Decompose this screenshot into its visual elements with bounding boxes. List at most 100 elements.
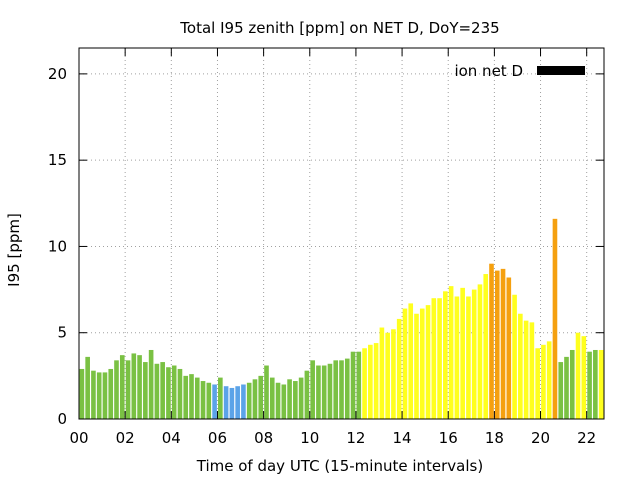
bar (171, 365, 177, 419)
bar (281, 384, 287, 419)
bar (235, 386, 240, 419)
bar (368, 344, 373, 419)
bar (564, 356, 569, 419)
bar (166, 367, 171, 419)
bar (316, 365, 321, 419)
bar (541, 344, 546, 419)
bar (431, 298, 437, 419)
x-tick-label: 02 (116, 429, 135, 447)
bar (218, 377, 223, 419)
bar (575, 332, 581, 419)
bar (154, 363, 160, 419)
bar (275, 382, 281, 419)
x-tick-label: 04 (162, 429, 181, 447)
bar (258, 375, 264, 419)
bar (85, 356, 90, 419)
bar (137, 355, 142, 419)
bar (396, 318, 402, 419)
bar (529, 322, 535, 419)
x-tick-label: 00 (69, 429, 88, 447)
bar (448, 286, 454, 419)
bar (339, 360, 344, 419)
bar (252, 379, 258, 419)
bar (569, 349, 575, 419)
bar (189, 374, 194, 419)
x-tick-label: 06 (208, 429, 227, 447)
bar (437, 298, 442, 419)
bar (102, 372, 108, 419)
bar (79, 368, 85, 419)
bar (471, 289, 477, 419)
bar (523, 320, 529, 419)
bar (466, 296, 471, 419)
bar (379, 327, 385, 419)
bar (500, 268, 506, 419)
bar (558, 362, 564, 419)
bar (518, 313, 523, 419)
bar (385, 332, 390, 419)
x-tick-label: 22 (577, 429, 596, 447)
chart-title: Total I95 zenith [ppm] on NET D, DoY=235 (179, 19, 499, 37)
bar (298, 377, 304, 419)
bar (402, 308, 408, 419)
bar (408, 303, 414, 419)
bar (344, 358, 350, 419)
bar (223, 386, 229, 419)
x-tick-label: 16 (439, 429, 458, 447)
bar (598, 349, 604, 419)
bar (512, 294, 517, 419)
bar (483, 274, 489, 419)
bar (194, 377, 200, 419)
bar (581, 336, 587, 419)
bar (443, 291, 448, 419)
bar (269, 377, 275, 419)
bar (96, 372, 102, 419)
bar (200, 381, 206, 419)
bar (506, 277, 512, 419)
bar (489, 263, 494, 419)
bar (287, 379, 292, 419)
x-tick-label: 08 (254, 429, 273, 447)
bar (293, 381, 298, 419)
bar (535, 348, 540, 419)
bar (494, 270, 500, 419)
x-tick-label: 20 (531, 429, 550, 447)
bar (148, 349, 154, 419)
legend: ion net D (454, 62, 585, 80)
bar (477, 284, 483, 419)
y-tick-label: 20 (48, 65, 67, 83)
bar (125, 360, 131, 419)
bar (373, 343, 379, 419)
bar (350, 351, 356, 419)
bars (79, 218, 604, 419)
bar (454, 296, 460, 419)
bar (114, 360, 119, 419)
bar (229, 387, 235, 419)
bar (587, 351, 592, 419)
x-tick-label: 14 (393, 429, 412, 447)
bar (177, 368, 183, 419)
bar (91, 370, 96, 419)
y-axis-title: I95 [ppm] (5, 213, 23, 287)
bar (362, 348, 367, 419)
bar (160, 362, 165, 419)
bar (131, 353, 137, 419)
bar (321, 365, 327, 419)
y-tick-label: 0 (57, 410, 67, 428)
bar (593, 349, 598, 419)
x-tick-label: 10 (300, 429, 319, 447)
x-axis-title: Time of day UTC (15-minute intervals) (196, 457, 483, 475)
bar (108, 368, 114, 419)
bar (460, 287, 465, 419)
bar (143, 362, 148, 419)
bar (264, 365, 269, 419)
legend-label: ion net D (454, 62, 523, 80)
bar (552, 218, 558, 419)
plot-frame (78, 47, 605, 420)
bar (241, 384, 246, 419)
bar (304, 370, 310, 419)
y-tick-label: 15 (48, 151, 67, 169)
x-tick-label: 18 (485, 429, 504, 447)
bar (183, 375, 189, 419)
bar (206, 382, 212, 419)
